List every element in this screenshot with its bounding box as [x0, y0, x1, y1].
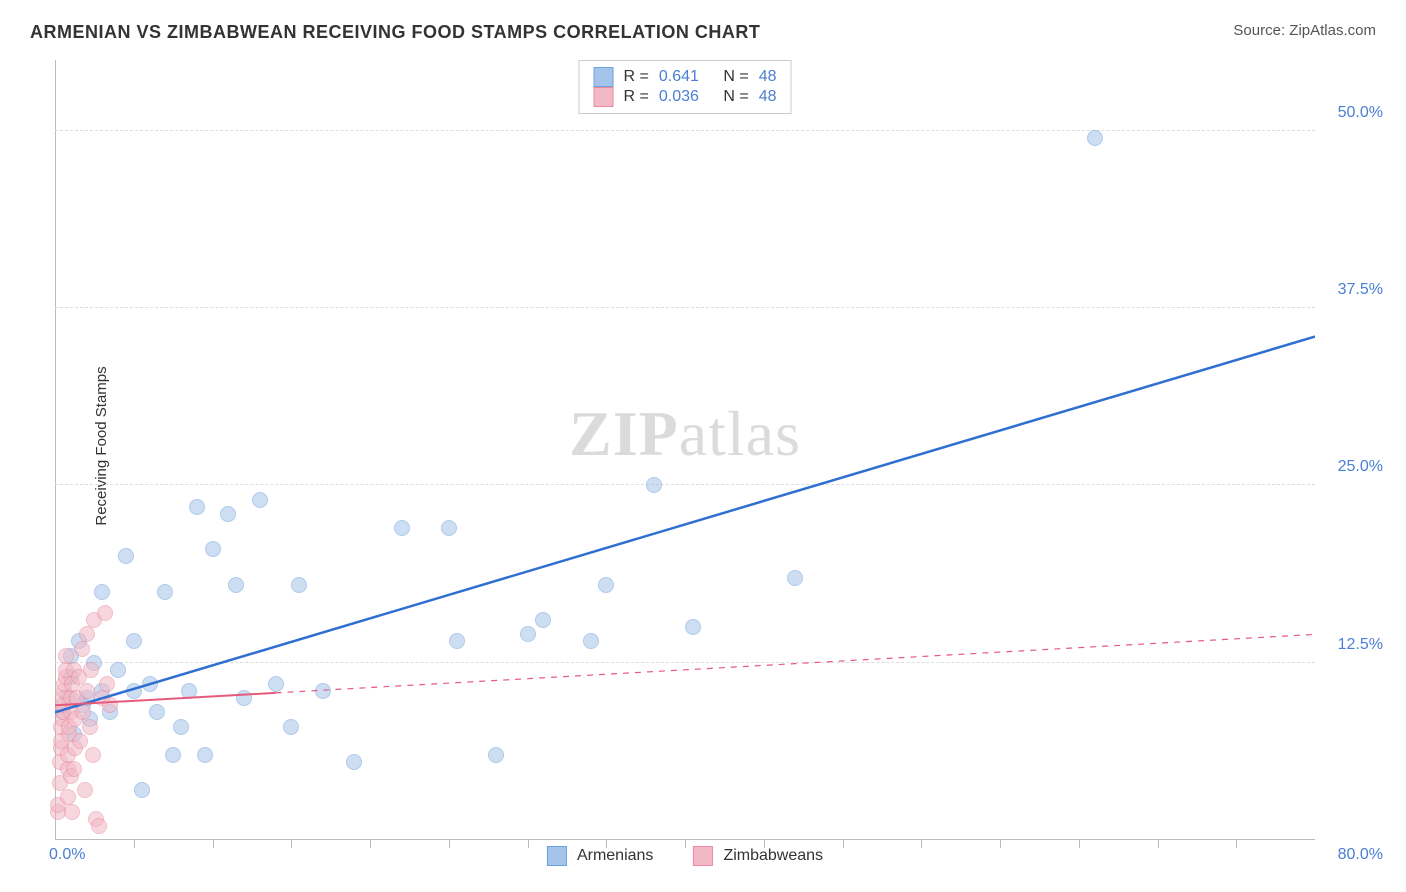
legend-series: Armenians Zimbabweans — [547, 846, 823, 866]
x-tick — [1079, 840, 1080, 848]
legend-item-zimbabweans: Zimbabweans — [693, 846, 823, 866]
x-tick — [528, 840, 529, 848]
legend-swatch-armenians — [594, 67, 614, 87]
x-tick — [1236, 840, 1237, 848]
legend-item-armenians: Armenians — [547, 846, 653, 866]
chart-title: ARMENIAN VS ZIMBABWEAN RECEIVING FOOD ST… — [30, 22, 760, 43]
legend-stats-row-0: R = 0.641 N = 48 — [594, 67, 777, 87]
legend-swatch-zimbabweans — [693, 846, 713, 866]
x-tick — [291, 840, 292, 848]
source-prefix: Source: — [1233, 22, 1289, 39]
legend-r-value-0: 0.641 — [659, 68, 699, 86]
source-attribution: Source: ZipAtlas.com — [1233, 22, 1376, 39]
x-origin-label: 0.0% — [49, 846, 85, 864]
legend-n-label: N = — [723, 68, 748, 86]
y-tick-label: 37.5% — [1338, 281, 1383, 299]
x-tick — [449, 840, 450, 848]
trend-line — [55, 60, 1315, 840]
legend-stats-row-1: R = 0.036 N = 48 — [594, 87, 777, 107]
legend-swatch-zimbabweans — [594, 87, 614, 107]
x-tick — [1000, 840, 1001, 848]
legend-label-armenians: Armenians — [577, 847, 653, 865]
y-tick-label: 25.0% — [1338, 458, 1383, 476]
x-max-label: 80.0% — [1338, 846, 1383, 864]
y-tick-label: 50.0% — [1338, 104, 1383, 122]
x-tick — [921, 840, 922, 848]
y-tick-label: 12.5% — [1338, 636, 1383, 654]
legend-label-zimbabweans: Zimbabweans — [723, 847, 823, 865]
legend-r-label: R = — [624, 68, 649, 86]
legend-n-value-0: 48 — [759, 68, 777, 86]
legend-n-label: N = — [723, 88, 748, 106]
legend-n-value-1: 48 — [759, 88, 777, 106]
scatter-plot: ZIPatlas R = 0.641 N = 48 R = 0.036 N = … — [55, 60, 1315, 840]
x-tick — [213, 840, 214, 848]
legend-swatch-armenians — [547, 846, 567, 866]
x-tick — [764, 840, 765, 848]
x-tick — [1158, 840, 1159, 848]
legend-stats: R = 0.641 N = 48 R = 0.036 N = 48 — [579, 60, 792, 114]
x-tick — [134, 840, 135, 848]
x-tick — [370, 840, 371, 848]
x-tick — [843, 840, 844, 848]
source-link[interactable]: ZipAtlas.com — [1289, 22, 1376, 39]
x-tick — [685, 840, 686, 848]
legend-r-label: R = — [624, 88, 649, 106]
legend-r-value-1: 0.036 — [659, 88, 699, 106]
x-tick — [606, 840, 607, 848]
